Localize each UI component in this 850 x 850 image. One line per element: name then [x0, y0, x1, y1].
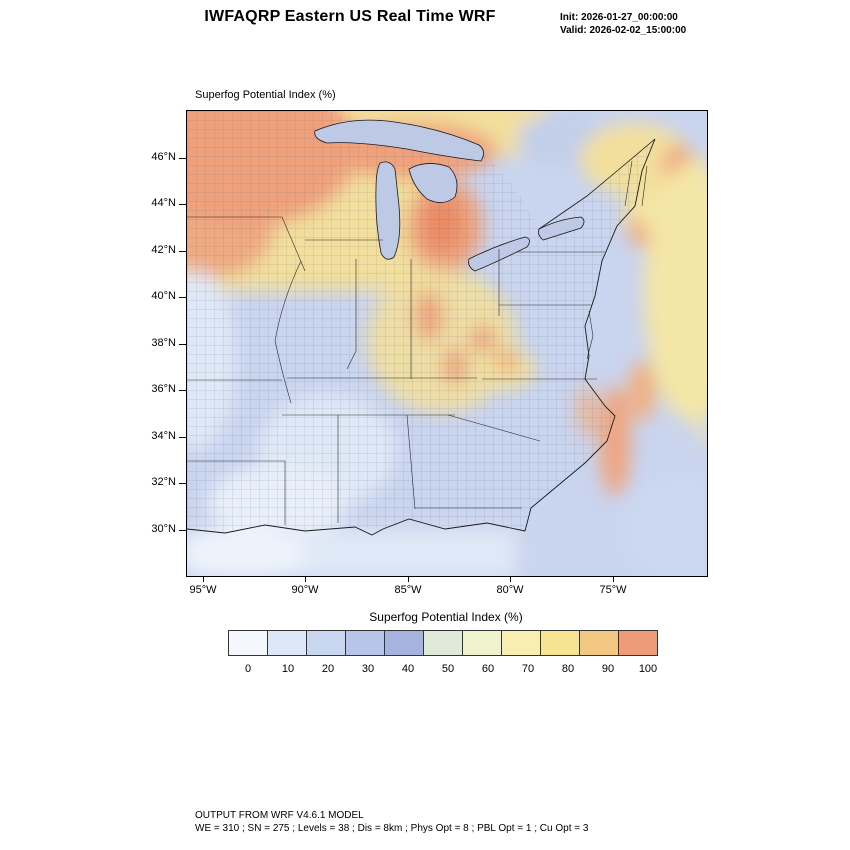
lat-tick	[179, 251, 186, 252]
colorbar-labels: 0 10 20 30 40 50 60 70 80 90 100	[228, 663, 668, 675]
init-time-label: Init: 2026-01-27_00:00:00	[560, 12, 678, 23]
lon-tick	[305, 576, 306, 582]
colorbar-tick-label: 0	[244, 663, 252, 675]
colorbar-cell	[228, 630, 268, 656]
field-label: Superfog Potential Index (%)	[195, 89, 336, 101]
colorbar-cell	[579, 630, 619, 656]
lat-tick	[179, 297, 186, 298]
lat-tick-label: 36°N	[151, 383, 176, 395]
lon-tick-label: 80°W	[496, 584, 524, 596]
model-footer: OUTPUT FROM WRF V4.6.1 MODEL WE = 310 ; …	[195, 809, 588, 835]
colorbar-cell	[462, 630, 502, 656]
lon-tick	[510, 576, 511, 582]
run-metadata: Init: 2026-01-27_00:00:00 Valid: 2026-02…	[560, 11, 686, 37]
lat-tick-label: 42°N	[151, 244, 176, 256]
lon-tick	[203, 576, 204, 582]
lat-tick	[179, 204, 186, 205]
lon-tick-label: 95°W	[189, 584, 217, 596]
lat-tick	[179, 158, 186, 159]
colorbar-cell	[384, 630, 424, 656]
colorbar-title: Superfog Potential Index (%)	[369, 610, 523, 624]
footer-line2: WE = 310 ; SN = 275 ; Levels = 38 ; Dis …	[195, 823, 589, 834]
colorbar-cell	[501, 630, 541, 656]
lat-tick-label: 38°N	[151, 337, 176, 349]
lon-tick-label: 85°W	[394, 584, 422, 596]
colorbar-tick-label: 30	[361, 663, 375, 675]
lat-tick-label: 32°N	[151, 476, 176, 488]
colorbar-cell	[306, 630, 346, 656]
map-panel	[186, 110, 708, 577]
page-title: IWFAQRP Eastern US Real Time WRF	[204, 8, 496, 25]
colorbar-tick-label: 40	[401, 663, 415, 675]
lat-tick	[179, 437, 186, 438]
valid-time-label: Valid: 2026-02-02_15:00:00	[560, 25, 687, 36]
colorbar-cell	[345, 630, 385, 656]
superfog-map	[187, 111, 707, 576]
lat-tick	[179, 530, 186, 531]
lat-tick-label: 46°N	[151, 151, 176, 163]
colorbar-tick-label: 20	[321, 663, 335, 675]
colorbar-cell	[618, 630, 658, 656]
lat-tick	[179, 344, 186, 345]
lon-tick	[408, 576, 409, 582]
lat-tick	[179, 483, 186, 484]
colorbar-tick-label: 90	[601, 663, 615, 675]
colorbar-cell	[267, 630, 307, 656]
colorbar-tick-label: 100	[638, 663, 658, 675]
colorbar-tick-label: 50	[441, 663, 455, 675]
colorbar-tick-label: 70	[521, 663, 535, 675]
lat-tick	[179, 390, 186, 391]
colorbar-tick-label: 10	[281, 663, 295, 675]
lat-tick-label: 30°N	[151, 523, 176, 535]
lat-tick-label: 44°N	[151, 197, 176, 209]
lat-tick-label: 34°N	[151, 430, 176, 442]
colorbar-tick-label: 60	[481, 663, 495, 675]
lon-tick-label: 90°W	[291, 584, 319, 596]
lon-tick	[613, 576, 614, 582]
colorbar-cell	[540, 630, 580, 656]
footer-line1: OUTPUT FROM WRF V4.6.1 MODEL	[195, 810, 364, 821]
colorbar	[228, 630, 658, 656]
colorbar-tick-label: 80	[561, 663, 575, 675]
lat-tick-label: 40°N	[151, 290, 176, 302]
colorbar-cell	[423, 630, 463, 656]
lon-tick-label: 75°W	[599, 584, 627, 596]
